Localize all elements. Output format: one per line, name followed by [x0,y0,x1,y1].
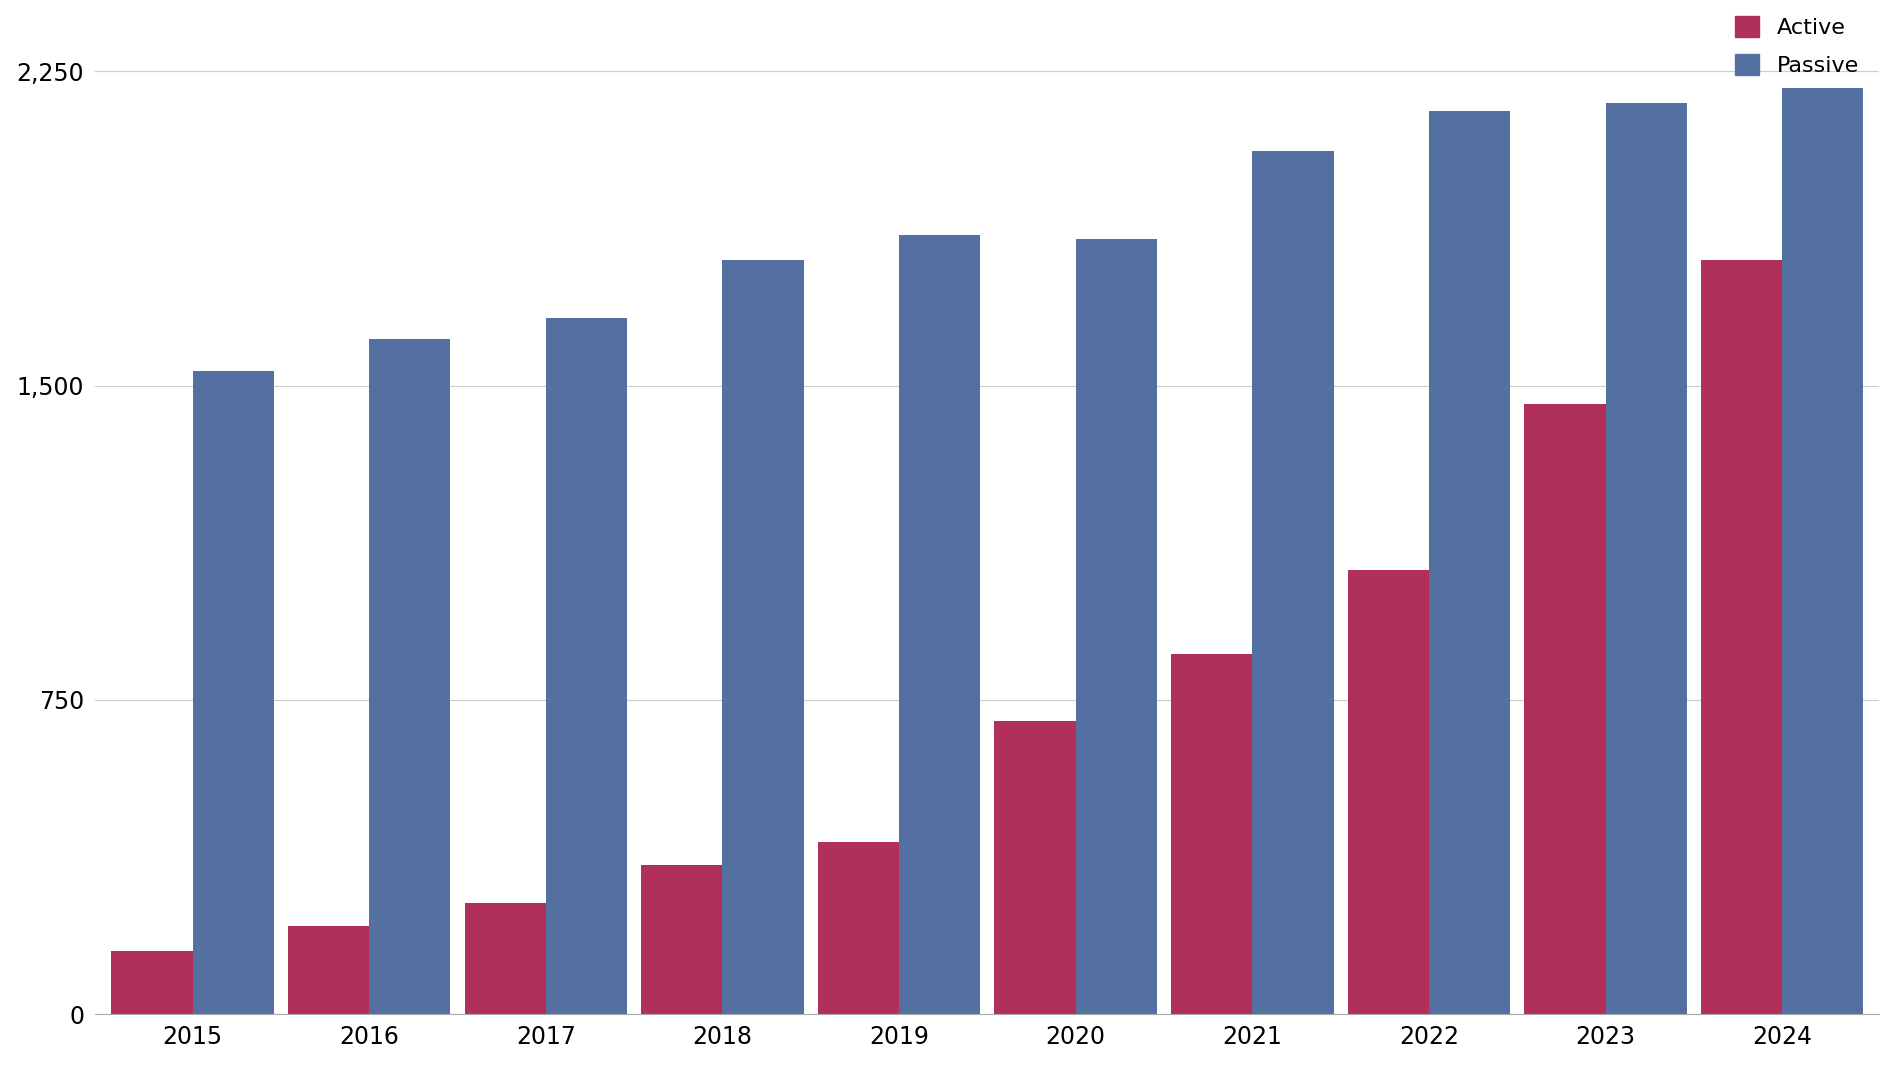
Bar [1782,88,1864,1014]
Bar [641,866,722,1014]
Bar [722,260,804,1014]
Bar [1606,102,1687,1014]
Bar [1701,260,1782,1014]
Bar [1524,404,1606,1014]
Bar [370,339,451,1014]
Bar [1348,570,1430,1014]
Bar [1430,111,1511,1014]
Bar [546,319,628,1014]
Legend: Active, Passive: Active, Passive [1725,6,1868,84]
Bar [193,371,273,1014]
Bar [994,721,1075,1014]
Bar [817,842,899,1014]
Bar [1172,653,1253,1014]
Bar [899,235,980,1014]
Bar [1075,239,1157,1014]
Bar [288,926,370,1014]
Bar [112,951,193,1014]
Bar [465,903,546,1014]
Bar [1253,151,1333,1014]
